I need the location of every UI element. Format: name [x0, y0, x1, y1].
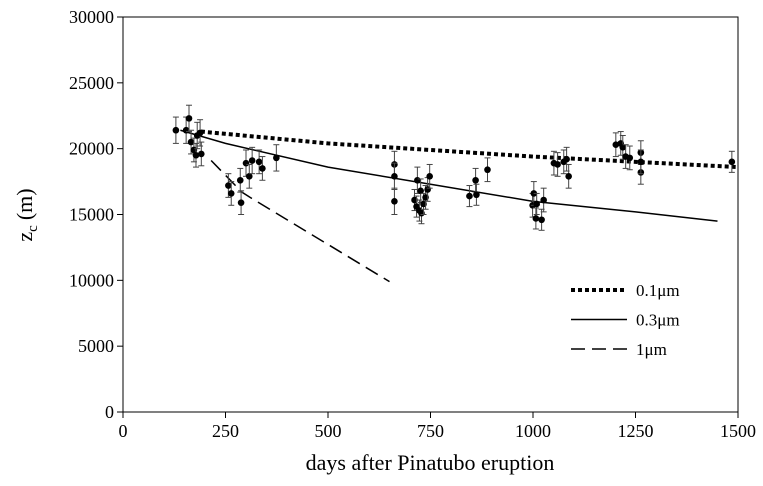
data-point: [466, 192, 473, 200]
data-point: [236, 176, 244, 184]
data-point: [185, 115, 193, 122]
data-point: [473, 191, 480, 199]
data-point: [187, 138, 195, 146]
data-point: [198, 150, 205, 158]
data-point: [426, 173, 433, 180]
data-point: [273, 154, 280, 162]
data-point: [225, 182, 232, 189]
y-tick-label: 30000: [69, 7, 114, 27]
data-point: [532, 215, 540, 222]
legend-label: 0.1μm: [636, 281, 680, 300]
data-point: [538, 216, 545, 224]
x-tick-label: 250: [212, 421, 239, 441]
data-point: [227, 190, 235, 197]
data-point: [245, 173, 253, 180]
model-line: [210, 159, 390, 283]
model-line: [200, 129, 739, 170]
data-point: [196, 129, 204, 137]
data-point: [248, 157, 256, 164]
y-label-sub: c: [25, 225, 41, 232]
model-line: [180, 129, 718, 222]
data-point: [391, 198, 398, 205]
data-point: [472, 176, 479, 184]
y-tick-label: 20000: [69, 139, 114, 159]
data-point: [417, 187, 424, 195]
y-tick-label: 15000: [69, 205, 114, 225]
x-tick-label: 500: [315, 421, 342, 441]
data-point: [255, 158, 263, 166]
data-point: [259, 165, 266, 172]
data-point: [728, 158, 736, 166]
x-tick-label: 1250: [618, 421, 654, 441]
y-tick-label: 25000: [69, 73, 114, 93]
data-point: [626, 154, 634, 162]
data-point: [540, 196, 547, 204]
data-point: [237, 199, 245, 206]
y-axis-label: zc (m): [12, 188, 41, 241]
legend-label: 0.3μm: [636, 311, 680, 330]
legend-label: 1μm: [636, 340, 667, 359]
x-tick-label: 0: [119, 421, 128, 441]
x-axis-label: days after Pinatubo eruption: [306, 450, 555, 475]
y-tick-label: 0: [105, 402, 114, 422]
data-point: [533, 200, 540, 208]
y-tick-label: 10000: [69, 270, 114, 290]
y-label-unit: (m): [12, 188, 37, 220]
y-label-main: z: [12, 232, 37, 242]
data-point: [619, 144, 627, 151]
data-point: [391, 173, 398, 180]
data-point: [192, 151, 200, 159]
data-point: [563, 155, 570, 163]
data-point: [565, 173, 572, 180]
data-point: [637, 158, 645, 166]
data-point: [554, 161, 561, 168]
data-point: [172, 126, 180, 134]
x-tick-label: 1500: [720, 421, 756, 441]
data-point: [414, 176, 421, 184]
y-tick-label: 5000: [78, 336, 114, 356]
data-point: [484, 166, 491, 174]
x-tick-label: 1000: [515, 421, 551, 441]
data-point: [242, 159, 250, 167]
x-tick-label: 750: [417, 421, 444, 441]
